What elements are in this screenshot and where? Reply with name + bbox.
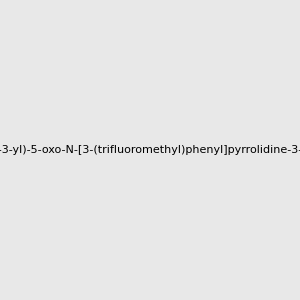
Text: 1-(1H-indazol-3-yl)-5-oxo-N-[3-(trifluoromethyl)phenyl]pyrrolidine-3-carboxamide: 1-(1H-indazol-3-yl)-5-oxo-N-[3-(trifluor… [0,145,300,155]
